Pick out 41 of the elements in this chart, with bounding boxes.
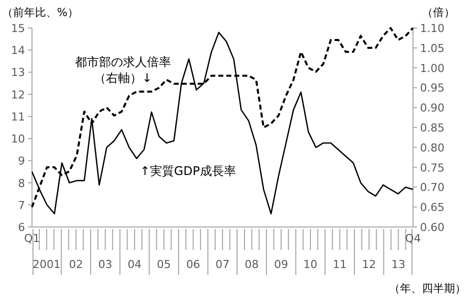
y-tick-label: 14 (11, 44, 25, 58)
y2-tick-label: 0.75 (420, 161, 444, 174)
y-tick-label: 11 (11, 110, 25, 124)
y-tick-label: 6 (18, 221, 25, 234)
text: 03 (98, 258, 112, 271)
y-axis-title: （前年比、%） (2, 6, 78, 19)
y2-tick-label: 0.60 (420, 221, 444, 234)
text: 05 (156, 258, 171, 271)
y-tick-label: 15 (11, 22, 25, 35)
text: 08 (244, 258, 259, 271)
x-axis-title: （年、四半期） (389, 282, 466, 295)
y2-tick-label: 0.80 (420, 141, 444, 154)
text: 02 (68, 258, 83, 271)
y-tick-label: 8 (18, 176, 25, 190)
text: 04 (128, 258, 142, 271)
text: 11 (332, 258, 347, 271)
text: 13 (391, 258, 406, 271)
y-tick-label: 10 (11, 132, 25, 146)
y2-tick-label: 1.05 (420, 42, 444, 55)
x-tick-label: Q1 (24, 232, 40, 245)
text: 10 (303, 258, 318, 271)
y2-tick-label: 1.00 (420, 62, 444, 75)
y-tick-label: 12 (11, 88, 25, 102)
x-tick-label: Q4 (405, 232, 421, 245)
y2-tick-label: 0.85 (420, 122, 444, 134)
series-label: 都市部の求人倍率（右軸）↓ (75, 55, 171, 86)
text: 06 (186, 258, 200, 271)
y-tick-label: 7 (18, 198, 25, 212)
y2-tick-label: 1.10 (420, 22, 444, 35)
text: 12 (362, 258, 376, 271)
text: 07 (216, 258, 230, 271)
y2-tick-label: 0.95 (420, 82, 444, 95)
text: 09 (274, 258, 288, 271)
y2-tick-label: 0.65 (420, 201, 444, 214)
y2-axis-title: （倍） (422, 6, 455, 19)
y-tick-label: 9 (18, 154, 25, 168)
series-label: ↑実質GDP成長率 (140, 164, 236, 178)
y-tick-label: 13 (11, 66, 25, 80)
text: 2001 (32, 258, 61, 271)
y2-tick-label: 0.90 (420, 102, 444, 115)
y2-tick-label: 0.70 (420, 181, 444, 194)
